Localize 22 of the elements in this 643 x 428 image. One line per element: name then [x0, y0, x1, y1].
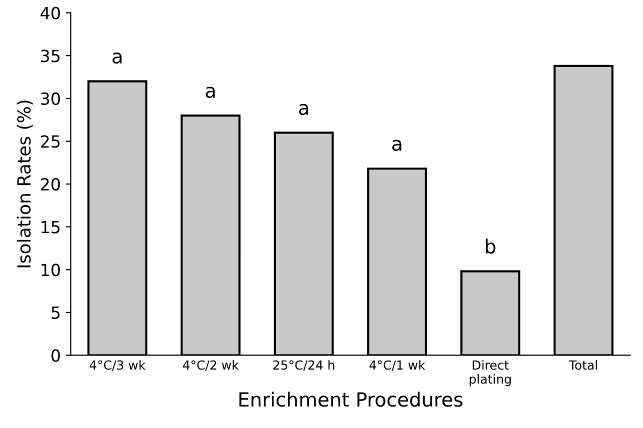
annotation: a: [206, 86, 215, 98]
annotation: a: [392, 140, 402, 151]
y-tick-label: 15: [42, 221, 60, 234]
x-tick-label: 4°C/3 wk: [90, 360, 146, 371]
y-tick-label: 10: [42, 264, 60, 276]
annotation: b: [486, 238, 496, 254]
y-tick-label: 5: [52, 306, 60, 320]
annotation: a: [112, 52, 122, 64]
y-axis-title: Isolation Rates (%): [16, 100, 33, 268]
x-axis-title: Enrichment Procedures: [239, 392, 462, 407]
annotation: a: [299, 104, 308, 116]
y-tick-label: 0: [52, 349, 60, 362]
x-tick-label: 4°C/2 wk: [182, 360, 239, 371]
x-tick-label: Total: [568, 360, 597, 370]
x-tick-label: 25°C/24 h: [273, 360, 334, 371]
y-tick-label: 35: [41, 50, 60, 62]
x-tick-label: Direct plating: [470, 360, 511, 386]
y-tick-label: 40: [40, 6, 60, 20]
y-tick-label: 20: [41, 178, 60, 191]
y-tick-label: 25: [41, 135, 60, 148]
x-tick-label: 4°C/1 wk: [369, 360, 426, 371]
y-tick-label: 30: [41, 92, 60, 106]
